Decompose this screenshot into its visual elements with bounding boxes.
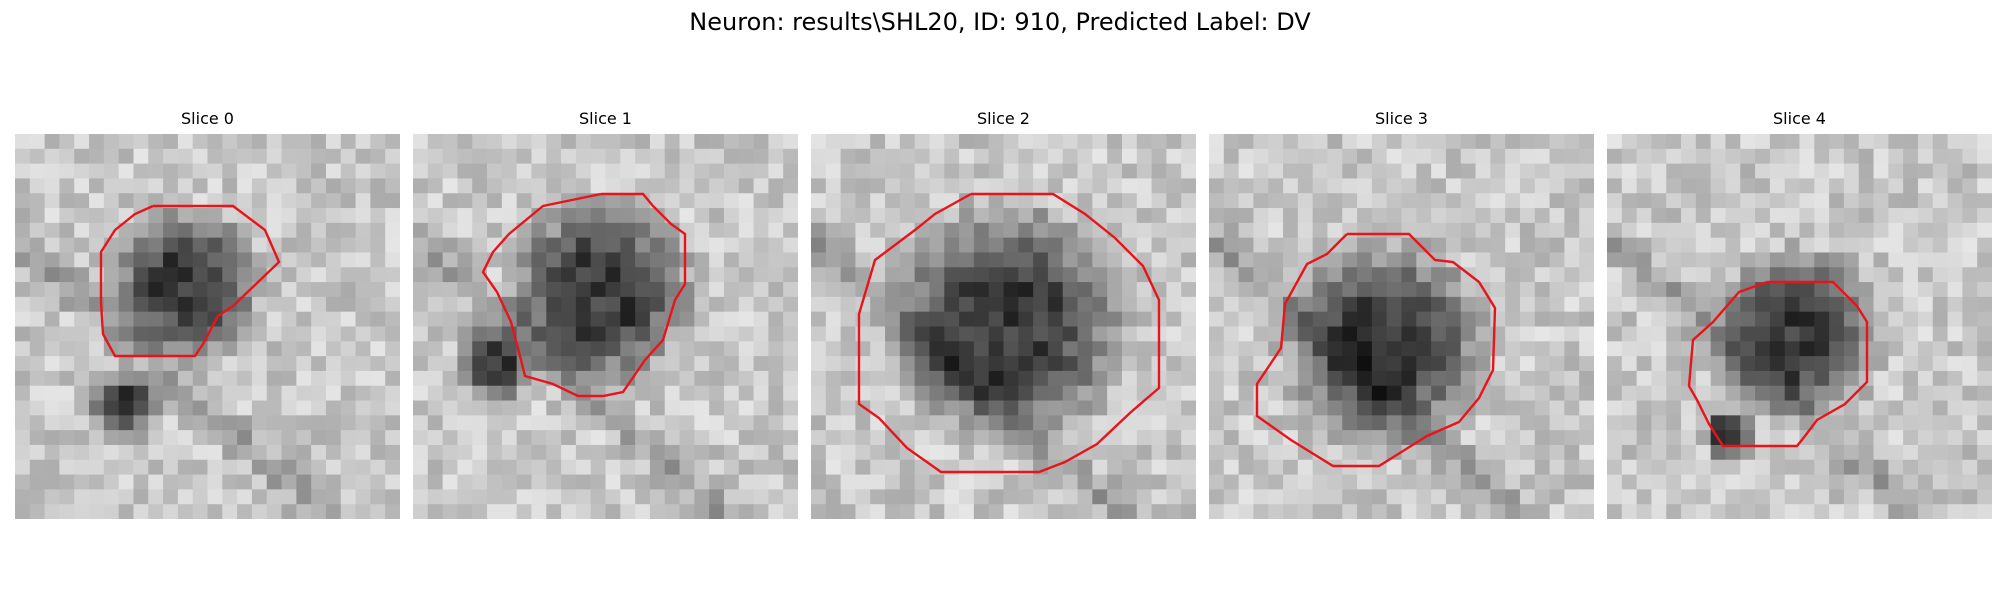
figure-title: Neuron: results\SHL20, ID: 910, Predicte… (689, 8, 1311, 36)
slice-title: Slice 4 (1773, 109, 1826, 128)
slice-image (15, 134, 400, 519)
segmentation-contour (1255, 232, 1497, 468)
slice-image (811, 134, 1196, 519)
slice-panel-0: Slice 0 (15, 108, 400, 519)
slice-image (1607, 134, 1992, 519)
segmentation-contour (99, 204, 281, 358)
slice-panel-1: Slice 1 (413, 108, 798, 519)
segmentation-contour (481, 192, 687, 398)
slice-image (413, 134, 798, 519)
segmentation-contour (1687, 280, 1869, 448)
slice-svg (1607, 134, 1992, 519)
segmentation-contour (857, 192, 1161, 474)
slice-panel-4: Slice 4 (1607, 108, 1992, 519)
grayscale-pixels (811, 134, 1196, 519)
slice-title: Slice 2 (977, 109, 1030, 128)
slice-image (1209, 134, 1594, 519)
grayscale-pixels (1209, 134, 1594, 519)
slice-title: Slice 3 (1375, 109, 1428, 128)
slice-title: Slice 0 (181, 109, 234, 128)
slice-panel-3: Slice 3 (1209, 108, 1594, 519)
slice-panel-2: Slice 2 (811, 108, 1196, 519)
slice-svg (1209, 134, 1594, 519)
grayscale-pixels (1607, 134, 1992, 519)
slice-title: Slice 1 (579, 109, 632, 128)
slice-svg (15, 134, 400, 519)
grayscale-pixels (413, 134, 798, 519)
grayscale-pixels (15, 134, 400, 519)
slice-svg (413, 134, 798, 519)
slice-svg (811, 134, 1196, 519)
